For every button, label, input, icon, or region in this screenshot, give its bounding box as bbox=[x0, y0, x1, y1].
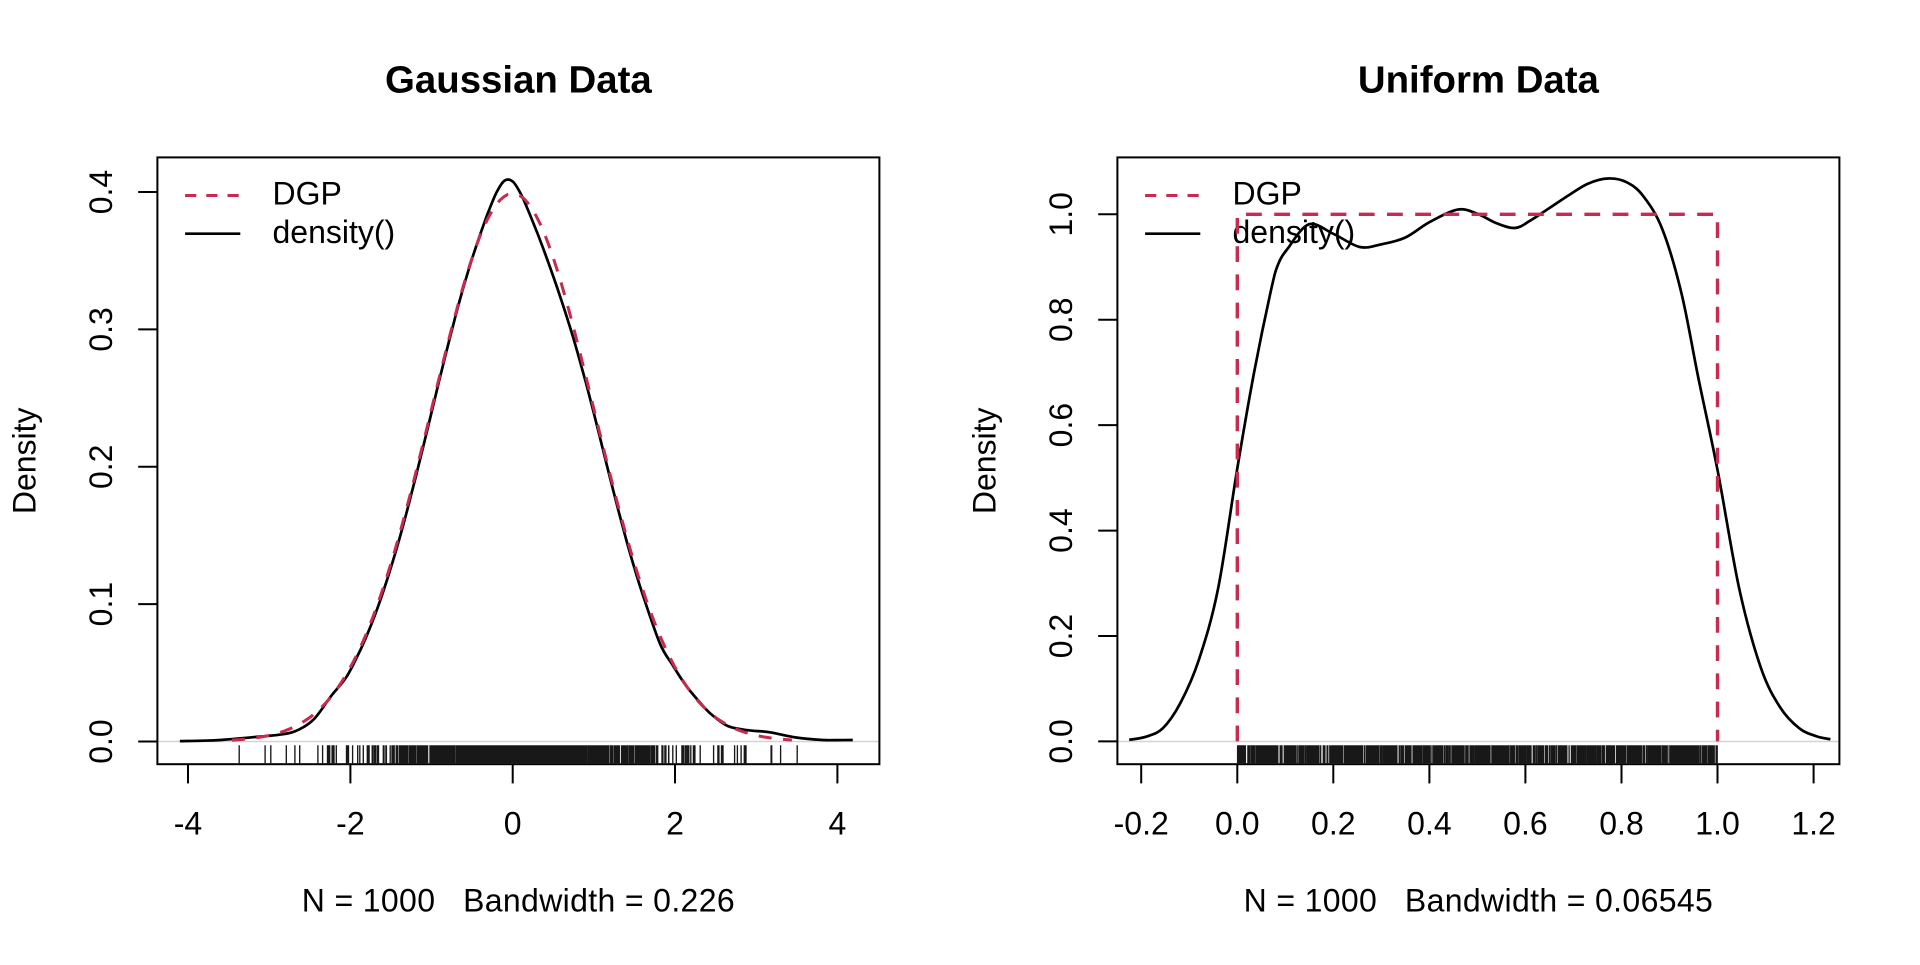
svg-text:0.2: 0.2 bbox=[83, 445, 119, 489]
svg-text:-0.2: -0.2 bbox=[1114, 806, 1169, 842]
svg-text:0.3: 0.3 bbox=[83, 307, 119, 351]
svg-text:0.8: 0.8 bbox=[1043, 297, 1079, 341]
svg-text:0.1: 0.1 bbox=[83, 582, 119, 626]
svg-text:4: 4 bbox=[829, 806, 847, 842]
svg-text:0.4: 0.4 bbox=[83, 170, 119, 214]
svg-text:0.2: 0.2 bbox=[1311, 806, 1355, 842]
svg-text:0.2: 0.2 bbox=[1043, 614, 1079, 658]
svg-text:1.0: 1.0 bbox=[1695, 806, 1739, 842]
svg-text:density(): density() bbox=[1233, 214, 1356, 250]
svg-text:0.4: 0.4 bbox=[1407, 806, 1451, 842]
svg-text:0.0: 0.0 bbox=[83, 719, 119, 763]
svg-text:0.6: 0.6 bbox=[1503, 806, 1547, 842]
svg-text:0: 0 bbox=[504, 806, 522, 842]
svg-text:0.0: 0.0 bbox=[1215, 806, 1259, 842]
svg-text:N = 1000 Bandwidth = 0.226: N = 1000 Bandwidth = 0.226 bbox=[302, 883, 735, 919]
svg-text:Uniform Data: Uniform Data bbox=[1358, 59, 1600, 102]
svg-text:0.8: 0.8 bbox=[1599, 806, 1643, 842]
svg-text:2: 2 bbox=[666, 806, 684, 842]
svg-text:Gaussian Data: Gaussian Data bbox=[385, 59, 652, 102]
svg-text:N = 1000 Bandwidth = 0.06545: N = 1000 Bandwidth = 0.06545 bbox=[1244, 883, 1714, 919]
svg-text:DGP: DGP bbox=[273, 176, 342, 212]
svg-text:0.4: 0.4 bbox=[1043, 508, 1079, 552]
svg-text:0.0: 0.0 bbox=[1043, 719, 1079, 763]
svg-text:0.6: 0.6 bbox=[1043, 403, 1079, 447]
svg-text:density(): density() bbox=[273, 214, 396, 250]
svg-text:1.2: 1.2 bbox=[1791, 806, 1835, 842]
svg-text:1.0: 1.0 bbox=[1043, 192, 1079, 236]
svg-text:DGP: DGP bbox=[1233, 176, 1302, 212]
svg-text:Density: Density bbox=[7, 407, 43, 514]
svg-text:Density: Density bbox=[967, 407, 1003, 514]
svg-text:-4: -4 bbox=[174, 806, 202, 842]
svg-text:-2: -2 bbox=[336, 806, 364, 842]
